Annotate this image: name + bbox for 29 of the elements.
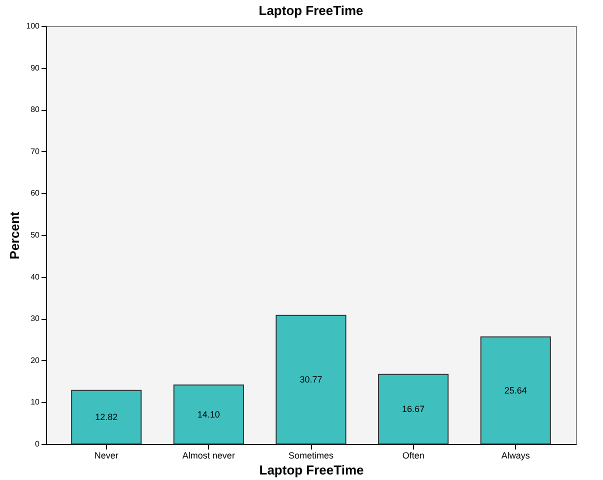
bar bbox=[378, 374, 449, 444]
data-label: 16.67 bbox=[402, 404, 425, 414]
y-axis-title: Percent bbox=[7, 210, 22, 260]
y-tick-label: 100 bbox=[26, 22, 40, 30]
y-tick-label: 50 bbox=[30, 230, 40, 240]
bar bbox=[173, 384, 244, 444]
y-tick-label: 80 bbox=[30, 105, 40, 114]
x-axis-title: Laptop FreeTime bbox=[259, 462, 364, 478]
x-tick-label: Almost never bbox=[182, 450, 235, 460]
y-tick-label: 90 bbox=[30, 63, 40, 72]
x-tick-label: Always bbox=[501, 450, 530, 460]
y-tick-label: 70 bbox=[30, 146, 40, 156]
x-tick-label: Often bbox=[402, 450, 424, 460]
y-tick-label: 60 bbox=[30, 188, 40, 198]
bar bbox=[276, 314, 346, 444]
data-label: 12.82 bbox=[95, 412, 118, 422]
data-label: 14.10 bbox=[197, 410, 220, 420]
y-tick-label: 40 bbox=[30, 272, 40, 282]
bar bbox=[480, 336, 551, 444]
data-label: 25.64 bbox=[504, 385, 527, 396]
bar bbox=[71, 390, 142, 444]
x-tick-label: Sometimes bbox=[288, 450, 334, 460]
y-tick-label: 0 bbox=[35, 440, 40, 448]
y-tick-label: 10 bbox=[30, 398, 40, 407]
x-tick-label: Never bbox=[94, 450, 118, 460]
data-label: 30.77 bbox=[300, 374, 322, 385]
y-tick-label: 20 bbox=[30, 356, 40, 365]
chart-title: Laptop FreeTime bbox=[258, 3, 364, 18]
y-tick-label: 30 bbox=[30, 314, 40, 324]
